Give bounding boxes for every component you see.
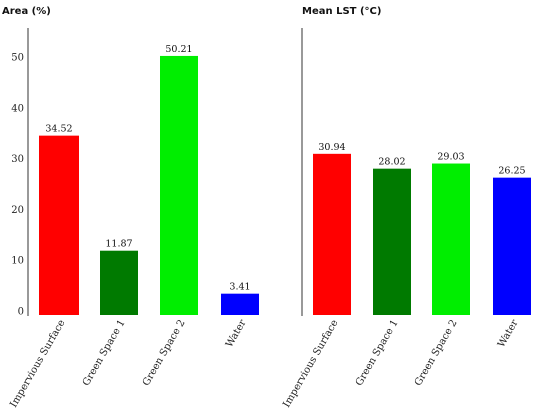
right-bar-value-label: 30.94 bbox=[318, 142, 345, 153]
left-bar-value-label: 34.52 bbox=[45, 124, 72, 135]
left-category-label: Impervious Surface bbox=[8, 318, 67, 410]
left-category-label: Water bbox=[224, 318, 249, 350]
left-bar-value-label: 11.87 bbox=[105, 239, 132, 250]
right-bar bbox=[493, 177, 531, 315]
left-y-tick-label: 0 bbox=[18, 307, 24, 318]
left-y-tick-label: 40 bbox=[11, 103, 24, 114]
right-bar bbox=[432, 163, 470, 315]
right-category-label: Green Space 1 bbox=[354, 318, 401, 388]
left-y-tick-label: 50 bbox=[11, 53, 24, 64]
left-chart-title: Area (%) bbox=[2, 6, 51, 17]
left-bar bbox=[221, 293, 259, 315]
right-bar-value-label: 28.02 bbox=[378, 157, 405, 168]
left-y-tick-label: 30 bbox=[11, 154, 24, 165]
left-category-label: Green Space 1 bbox=[81, 318, 128, 388]
left-category-label: Green Space 2 bbox=[141, 318, 188, 388]
right-chart: 30.94 Impervious Surface 28.02 Green Space … bbox=[281, 142, 531, 410]
left-bar bbox=[100, 250, 138, 315]
left-bar-value-label: 50.21 bbox=[165, 44, 192, 55]
right-bar-value-label: 29.03 bbox=[437, 152, 464, 163]
right-category-label: Green Space 2 bbox=[413, 318, 460, 388]
right-chart-title: Mean LST (°C) bbox=[302, 6, 381, 17]
right-bar-value-label: 26.25 bbox=[498, 166, 525, 177]
left-y-tick-label: 10 bbox=[11, 256, 24, 267]
left-bar-value-label: 3.41 bbox=[229, 282, 250, 293]
right-category-label: Water bbox=[496, 318, 521, 350]
right-bar bbox=[373, 168, 411, 315]
left-y-tick-label: 20 bbox=[11, 205, 24, 216]
right-category-label: Impervious Surface bbox=[281, 318, 340, 410]
left-chart: 0 10 20 30 40 50 34.52 Impervious Surface 11.87 G… bbox=[8, 44, 259, 410]
left-bar bbox=[160, 55, 198, 316]
left-bar bbox=[39, 135, 79, 315]
right-bar bbox=[313, 153, 351, 315]
